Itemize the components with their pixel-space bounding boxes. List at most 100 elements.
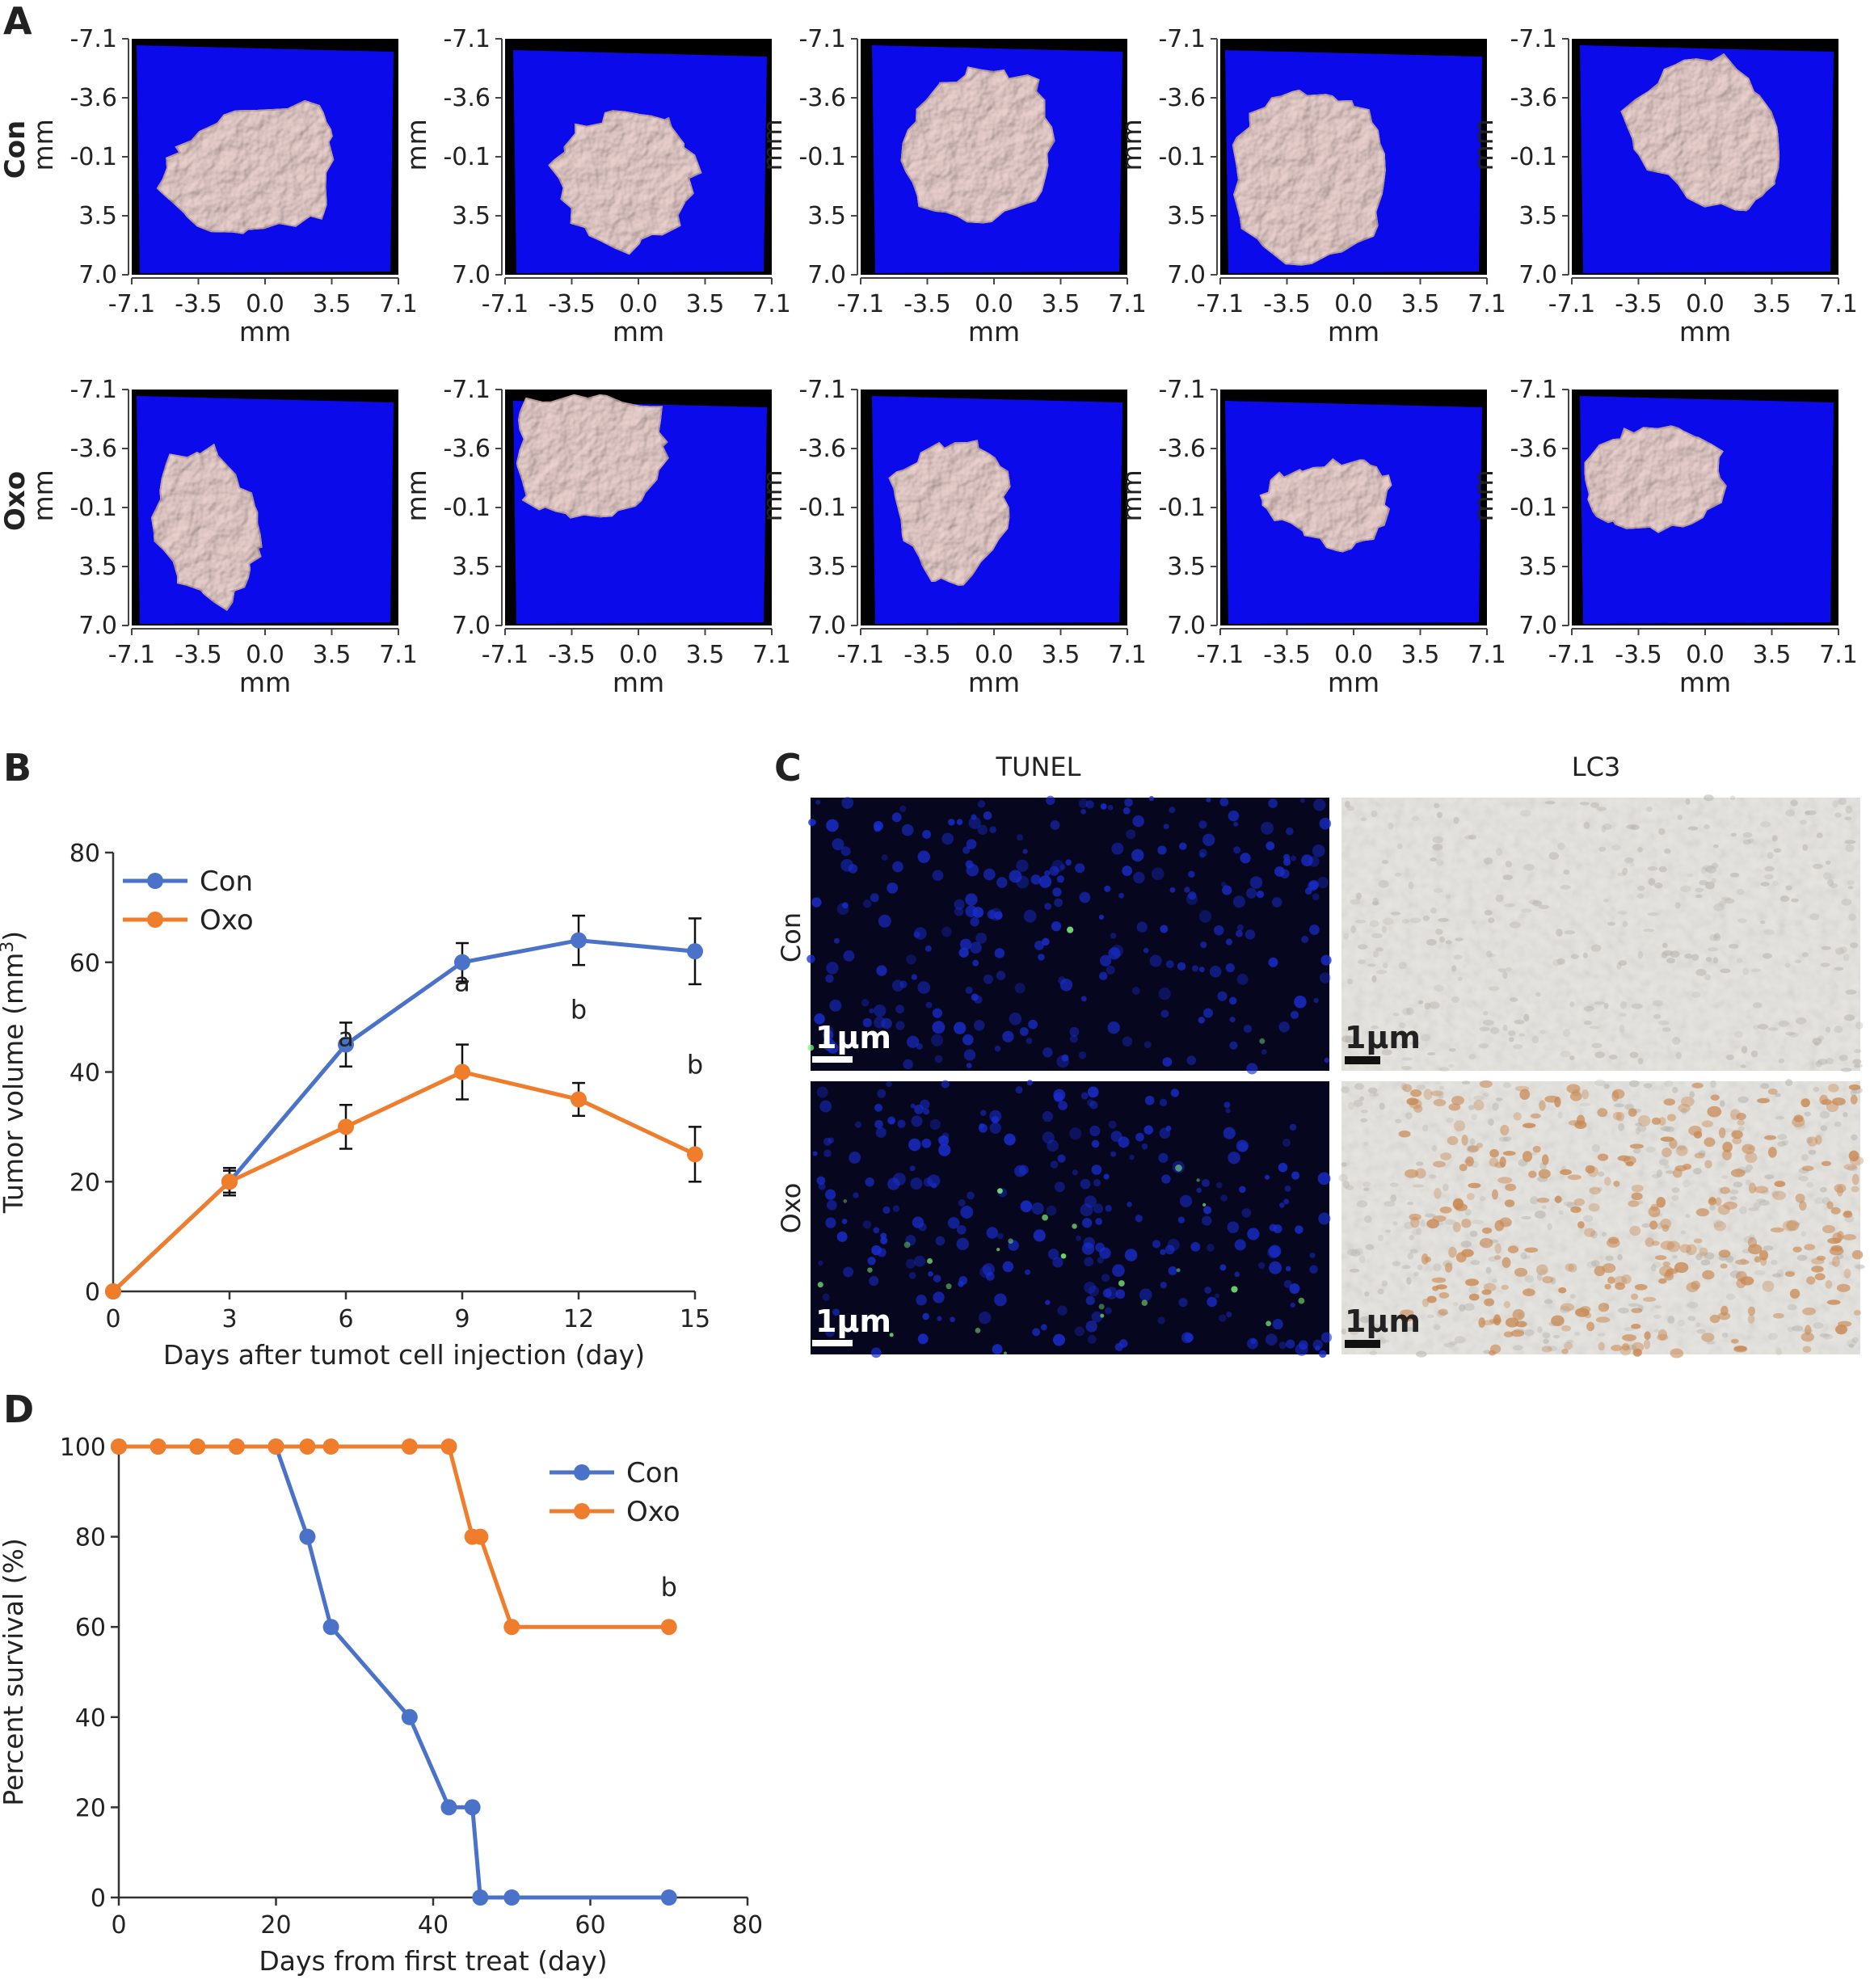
y-axis-label: mm	[27, 470, 59, 521]
cell	[1844, 840, 1856, 844]
cell	[1801, 952, 1809, 958]
nucleus	[996, 1232, 1004, 1240]
nucleus	[818, 1260, 823, 1266]
lc3-positive-cell	[1720, 1263, 1728, 1269]
y-tick-label: 0	[91, 1885, 106, 1913]
lc3-positive-cell	[1621, 1274, 1632, 1284]
y-tick-label: -7.1	[443, 376, 491, 404]
nucleus	[1240, 853, 1251, 864]
cell	[1363, 1141, 1369, 1147]
cell	[1594, 1001, 1605, 1005]
cell	[1729, 1196, 1737, 1200]
cell	[1364, 1291, 1370, 1297]
nucleus	[1101, 1274, 1110, 1283]
lc3-positive-cell	[1479, 1237, 1493, 1249]
nucleus	[1233, 821, 1239, 827]
cell	[1583, 1020, 1593, 1026]
y-tick-label: -3.6	[443, 435, 491, 463]
lc3-positive-cell	[1733, 1346, 1747, 1351]
x-tick-label: 7.1	[752, 290, 791, 318]
cell	[1448, 1341, 1458, 1346]
nucleus	[979, 1110, 987, 1116]
nucleus	[1044, 903, 1051, 910]
cell	[1705, 866, 1716, 874]
lc3-positive-cell	[1461, 1219, 1472, 1228]
cell	[1645, 1146, 1656, 1153]
nucleus	[1268, 957, 1278, 967]
nucleus	[977, 824, 988, 836]
cell	[1416, 1161, 1424, 1166]
x-tick-label: -3.5	[1615, 290, 1662, 318]
lc3-positive-cell	[1850, 1094, 1858, 1105]
cell	[1524, 1274, 1535, 1283]
nucleus	[1057, 1154, 1066, 1163]
nucleus	[1283, 853, 1291, 861]
lc3-positive-cell	[1851, 1249, 1864, 1260]
nucleus	[1198, 820, 1207, 829]
cell	[1687, 826, 1699, 831]
cell	[1598, 1171, 1605, 1177]
nucleus	[938, 1135, 950, 1146]
cell	[1509, 921, 1521, 929]
scale-bar-label: 1μm	[815, 1020, 891, 1055]
nucleus	[1139, 1288, 1152, 1302]
cell	[1609, 1055, 1618, 1059]
nucleus	[1124, 798, 1133, 807]
cell	[1413, 1271, 1419, 1277]
x-tick-label: -7.1	[1548, 290, 1596, 318]
nucleus	[1042, 1110, 1054, 1122]
cell	[1463, 1303, 1475, 1312]
cell	[1647, 912, 1659, 916]
nucleus	[908, 1272, 916, 1279]
cell	[1827, 878, 1834, 887]
nucleus	[1016, 859, 1029, 872]
cell	[1520, 810, 1531, 817]
nucleus	[1285, 1266, 1291, 1272]
nucleus	[882, 1206, 891, 1215]
tumor-image-oxo-3: -7.1-3.6-0.13.57.0mm-7.1 -3.5 0.0 3.5 7.1mm	[756, 376, 1147, 698]
apoptotic-cell	[1298, 1297, 1305, 1304]
nucleus	[1126, 829, 1136, 840]
nucleus	[948, 819, 955, 826]
cell	[1684, 953, 1693, 959]
nucleus	[983, 868, 996, 881]
lc3-positive-cell	[1802, 1307, 1817, 1316]
nucleus	[865, 1177, 874, 1187]
lc3-positive-cell	[1409, 1213, 1421, 1221]
cell	[1497, 967, 1506, 973]
cell	[1781, 1139, 1789, 1146]
cell	[1713, 933, 1721, 941]
y-tick-label: 7.0	[807, 261, 846, 289]
y-tick-label: -3.6	[1158, 435, 1206, 463]
cell	[1822, 1333, 1834, 1340]
lc3-positive-cell	[1586, 1321, 1595, 1332]
lc3-positive-cell	[1567, 1174, 1582, 1181]
nucleus	[1312, 893, 1320, 901]
cell	[1845, 989, 1857, 995]
x-tick-label: -7.1	[1197, 641, 1245, 669]
nucleus	[1219, 797, 1229, 807]
nucleus	[1038, 875, 1052, 888]
apoptotic-cell	[1175, 1165, 1182, 1172]
cell	[1729, 1189, 1739, 1194]
y-tick-label: 20	[75, 1794, 106, 1822]
lc3-positive-cell	[1660, 1240, 1675, 1250]
cell	[1434, 802, 1440, 808]
nucleus	[1196, 1187, 1202, 1194]
x-tick-label: 0.0	[975, 641, 1013, 669]
nucleus	[1136, 921, 1148, 933]
cell	[1677, 1145, 1687, 1151]
cell	[1622, 920, 1628, 928]
lc3-positive-cell	[1497, 1177, 1513, 1184]
cell	[1438, 936, 1446, 943]
cell	[1464, 1208, 1472, 1216]
nucleus	[895, 1021, 905, 1030]
lc3-positive-cell	[1631, 1192, 1643, 1201]
lc3-positive-cell	[1489, 1350, 1497, 1356]
lc3-positive-cell	[1830, 1207, 1841, 1215]
nucleus	[1312, 844, 1325, 857]
lc3-positive-cell	[1585, 1165, 1595, 1174]
lc3-positive-cell	[1826, 1201, 1834, 1210]
